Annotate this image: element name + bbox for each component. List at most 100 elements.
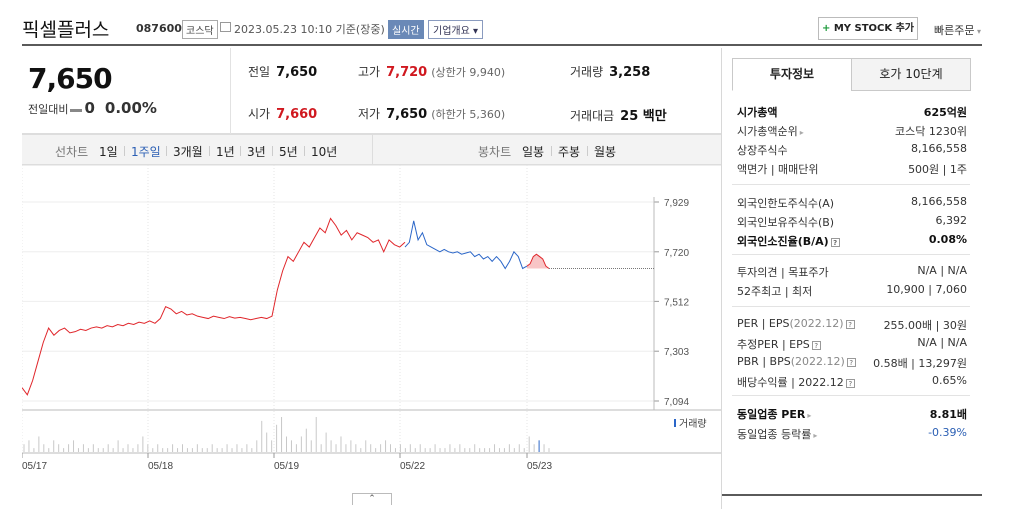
info-label: 투자의견 | 목표주가	[737, 266, 829, 279]
divider	[732, 395, 970, 396]
info-value: 8.81배	[929, 408, 967, 421]
high-price: 고가 7,720 (상한가 9,940)	[358, 65, 506, 80]
divider	[230, 48, 231, 134]
divider	[721, 48, 722, 509]
trading-amount: 거래대금 25 백만	[570, 109, 667, 124]
info-value: 0.58배 | 13,297원	[873, 357, 967, 370]
collapse-chart-button[interactable]: ⌃	[352, 493, 392, 505]
plus-icon: +	[821, 23, 831, 34]
tab-investment-info[interactable]: 투자정보	[732, 58, 852, 91]
tab-1d[interactable]: 1일	[99, 145, 118, 159]
x-tick-label: 05/19	[274, 461, 299, 472]
x-tick-label: 05/18	[148, 461, 173, 472]
info-label: PER | EPS(2022.12)?	[737, 317, 855, 330]
x-tick-label: 05/22	[400, 461, 425, 472]
info-value: N/A | N/A	[917, 336, 967, 349]
info-value: 8,166,558	[911, 142, 967, 155]
info-label[interactable]: 시가총액순위 ▸	[737, 125, 804, 138]
y-tick-label: 7,094	[664, 397, 689, 408]
quick-order-link[interactable]: 빠른주문 ▾	[934, 24, 982, 37]
current-price: 7,650	[28, 62, 113, 95]
stock-code: 087600	[136, 22, 182, 35]
calendar-icon	[220, 22, 231, 32]
tab-daily-candle[interactable]: 일봉	[522, 145, 545, 159]
y-tick-label: 7,720	[664, 248, 689, 259]
chart-period-tabs: 선차트 1일 1주일 3개월 1년 3년 5년 10년 봉차트 일봉 주봉 월봉	[22, 134, 722, 165]
info-value: 6,392	[935, 214, 968, 227]
line-chart-label: 선차트	[55, 145, 89, 159]
flat-change-icon	[70, 108, 83, 112]
info-label[interactable]: 동일업종 PER ▸	[737, 408, 812, 421]
price-series-line-1	[404, 220, 528, 270]
stock-name: 픽셀플러스	[22, 19, 110, 41]
info-label: 액면가 | 매매단위	[737, 163, 819, 176]
chevron-right-icon: ▸	[813, 431, 818, 440]
info-value: 10,900 | 7,060	[886, 283, 967, 296]
company-info-dropdown[interactable]: 기업개요 ▾	[428, 20, 484, 39]
x-tick-label: 05/17	[22, 461, 47, 472]
help-icon[interactable]: ?	[811, 340, 821, 350]
info-value: -0.39%	[928, 426, 967, 439]
prev-close: 전일 7,650	[248, 65, 318, 80]
price-series-line-0	[22, 217, 406, 396]
x-tick-label: 05/23	[527, 461, 552, 472]
help-icon[interactable]: ?	[845, 378, 855, 388]
info-label: 외국인보유주식수(B)	[737, 216, 835, 229]
chevron-down-icon: ▾	[469, 26, 479, 37]
tab-monthly-candle[interactable]: 월봉	[594, 145, 617, 159]
help-icon[interactable]: ?	[845, 319, 855, 329]
tab-1w[interactable]: 1주일	[131, 145, 161, 159]
tab-5y[interactable]: 5년	[279, 145, 298, 159]
y-tick-label: 7,303	[664, 347, 689, 358]
market-badge: 코스닥	[182, 20, 218, 39]
volume: 거래량 3,258	[570, 65, 651, 80]
chevron-right-icon: ▸	[799, 128, 804, 137]
info-value: 500원 | 1주	[908, 163, 967, 176]
price-series-line-2	[526, 253, 550, 269]
tab-orderbook-10[interactable]: 호가 10단계	[851, 58, 971, 91]
info-note: (2022.12)	[789, 317, 844, 330]
info-label: 상장주식수	[737, 144, 788, 157]
help-icon[interactable]: ?	[846, 357, 856, 367]
info-value: N/A | N/A	[917, 264, 967, 277]
divider	[732, 306, 970, 307]
chevron-down-icon: ▾	[974, 27, 982, 36]
price-chart[interactable]: 7,929 7,720 7,512 7,303 7,094 05/17 05/18 05/19…	[22, 165, 721, 493]
candle-chart-label: 봉차트	[478, 145, 512, 159]
tab-1y[interactable]: 1년	[216, 145, 235, 159]
tab-3y[interactable]: 3년	[247, 145, 266, 159]
tab-weekly-candle[interactable]: 주봉	[558, 145, 581, 159]
info-value: 8,166,558	[911, 195, 967, 208]
divider	[732, 254, 970, 255]
info-label: 52주최고 | 최저	[737, 285, 813, 298]
info-value: 0.08%	[928, 233, 967, 246]
info-label: 외국인소진율(B/A)?	[737, 233, 840, 249]
info-label[interactable]: 동일업종 등락률 ▸	[737, 428, 818, 441]
info-label: 추정PER | EPS?	[737, 336, 821, 352]
stock-header: 픽셀플러스 087600 코스닥 2023.05.23 10:10 기준(장중)…	[22, 10, 982, 46]
quote-datetime: 2023.05.23 10:10 기준(장중)	[234, 23, 385, 36]
info-value: 0.65%	[932, 374, 967, 387]
today-fill-area	[527, 254, 549, 269]
info-value: 코스닥 1230위	[895, 125, 967, 138]
tab-3m[interactable]: 3개월	[173, 145, 203, 159]
info-label: 배당수익률 | 2022.12?	[737, 374, 855, 390]
realtime-badge[interactable]: 실시간	[388, 20, 424, 39]
info-label: 외국인한도주식수(A)	[737, 197, 835, 210]
open-price: 시가 7,660	[248, 107, 318, 122]
chevron-right-icon: ▸	[807, 411, 812, 420]
info-note: (2022.12)	[790, 355, 845, 368]
volume-legend-icon	[674, 419, 676, 427]
low-price: 저가 7,650 (하한가 5,360)	[358, 107, 506, 122]
help-icon[interactable]: ?	[830, 237, 840, 247]
y-tick-label: 7,512	[664, 297, 689, 308]
add-mystock-button[interactable]: + MY STOCK 추가	[818, 17, 918, 40]
info-label: 시가총액	[737, 106, 778, 119]
y-tick-label: 7,929	[664, 198, 689, 209]
tab-10y[interactable]: 10년	[311, 145, 338, 159]
divider	[732, 184, 970, 185]
info-label: PBR | BPS(2022.12)?	[737, 355, 856, 368]
price-summary: 7,650 전일대비 0 0.00% 전일 7,650 고가 7,720 (상한가 9,9…	[22, 48, 722, 134]
info-value: 625억원	[923, 106, 967, 119]
